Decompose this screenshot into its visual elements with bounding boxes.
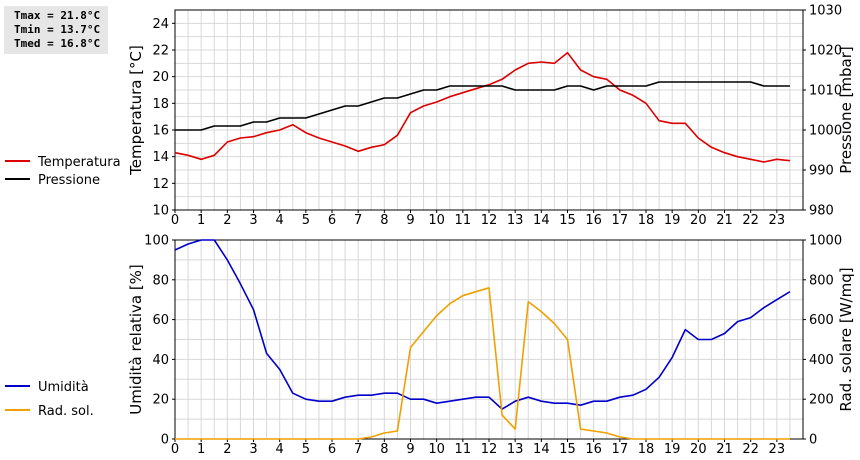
panel2-legend-label-2: Rad. sol. [38,404,94,419]
panel2-x-tick-label: 8 [380,442,388,457]
panel1-left-y-tick-label: 24 [152,17,169,32]
panel2-x-tick-label: 13 [507,442,524,457]
panel1-x-tick-label: 4 [276,213,284,228]
panel2-x-tick-label: 12 [481,442,498,457]
panel1-x-tick-label: 3 [249,213,257,228]
panel2-x-tick-label: 21 [716,442,733,457]
panel1-left-y-tick-label: 12 [152,177,169,192]
panel2-left-y-tick-label: 0 [161,433,169,448]
panel1-x-tick-label: 7 [354,213,362,228]
panel2-x-tick-label: 18 [638,442,655,457]
panel2-x-tick-label: 16 [585,442,602,457]
panel2-right-y-tick-label: 0 [809,433,817,448]
panel2-x-tick-label: 11 [455,442,472,457]
panel2-right-axis-title: Rad. solare [W/mq] [837,267,855,411]
panel1-x-tick-label: 23 [769,213,786,228]
panel2-left-y-tick-label: 100 [144,234,169,249]
panel2-right-y-tick-label: 1000 [809,234,842,249]
panel1-x-tick-label: 5 [302,213,310,228]
panel2-x-tick-label: 5 [302,442,310,457]
panel2-left-y-tick-label: 60 [152,313,169,328]
panel2-right-y-tick-label: 800 [809,273,834,288]
panel1-left-axis-title: Temperatura [°C] [127,45,145,176]
panel1-x-tick-label: 9 [406,213,414,228]
tmed-label: Tmed = 16.8°C [14,37,101,50]
panel1-x-tick-label: 19 [664,213,681,228]
panel2-x-tick-label: 7 [354,442,362,457]
panel1-right-y-tick-label: 1030 [809,4,842,19]
panel1-x-tick-label: 18 [638,213,655,228]
panel1-x-tick-label: 11 [455,213,472,228]
panel2-right-y-tick-label: 200 [809,393,834,408]
panel1-right-y-tick-label: 990 [809,164,834,179]
stats-box: Tmax = 21.8°C Tmin = 13.7°C Tmed = 16.8°… [4,6,108,54]
tmin-label: Tmin = 13.7°C [14,23,101,36]
panel2-x-tick-label: 22 [742,442,759,457]
panel2-legend-label-1: Umidità [38,380,89,395]
panel1-x-tick-label: 8 [380,213,388,228]
panel2-x-tick-label: 4 [276,442,284,457]
panel2-left-y-tick-label: 20 [152,393,169,408]
panel1-x-tick-label: 22 [742,213,759,228]
panel1-x-tick-label: 16 [585,213,602,228]
panel2-x-tick-label: 9 [406,442,414,457]
panel2-x-tick-label: 3 [249,442,257,457]
panel2-x-tick-label: 19 [664,442,681,457]
panel2-x-tick-label: 6 [328,442,336,457]
tmax-label: Tmax = 21.8°C [14,9,101,22]
panel2-x-tick-label: 2 [223,442,231,457]
panel1-legend-label-2: Pressione [38,173,100,188]
panel1-x-tick-label: 15 [559,213,576,228]
panel2-x-tick-label: 1 [197,442,205,457]
panel2-right-y-tick-label: 600 [809,313,834,328]
panel1-x-tick-label: 21 [716,213,733,228]
panel2-x-tick-label: 20 [690,442,707,457]
panel1-left-y-tick-label: 14 [152,150,169,165]
panel1-left-y-tick-label: 16 [152,124,169,139]
panel1-left-y-tick-label: 22 [152,44,169,59]
panel1-right-y-tick-label: 1000 [809,124,842,139]
panel2-x-tick-label: 10 [428,442,445,457]
panel2-left-y-tick-label: 40 [152,353,169,368]
panel1-x-tick-label: 20 [690,213,707,228]
panel2-series-line-1 [174,239,791,410]
panel1-x-tick-label: 1 [197,213,205,228]
panel1-x-tick-label: 13 [507,213,524,228]
panel1-x-tick-label: 12 [481,213,498,228]
panel2-x-tick-label: 14 [533,442,550,457]
panel1-x-tick-label: 6 [328,213,336,228]
panel2-series-line-2 [175,286,790,440]
panel2-left-axis-title: Umidità relativa [%] [127,264,145,415]
panel1-right-y-tick-label: 1020 [809,44,842,59]
panel1-x-tick-label: 0 [171,213,179,228]
panel1-right-y-tick-label: 1010 [809,84,842,99]
panel2-x-tick-label: 17 [612,442,629,457]
panel1-left-y-tick-label: 18 [152,97,169,112]
panel1-series-line-1 [174,51,790,163]
panel1-x-tick-label: 17 [612,213,629,228]
panel1-x-tick-label: 14 [533,213,550,228]
panel1-right-y-tick-label: 980 [809,204,834,219]
panel1-x-tick-label: 2 [223,213,231,228]
panel2-x-tick-label: 23 [769,442,786,457]
panel1-x-tick-label: 10 [428,213,445,228]
panel1-left-y-tick-label: 20 [152,70,169,85]
panel1-legend-label-1: Temperatura [37,155,121,170]
panel1-left-y-tick-label: 10 [152,204,169,219]
panel1-right-axis-title: Pressione [mbar] [837,46,855,174]
panel2-x-tick-label: 0 [171,442,179,457]
panel2-right-y-tick-label: 400 [809,353,834,368]
panel2-left-y-tick-label: 80 [152,273,169,288]
panel1-series-line-2 [175,81,790,131]
panel2-x-tick-label: 15 [559,442,576,457]
